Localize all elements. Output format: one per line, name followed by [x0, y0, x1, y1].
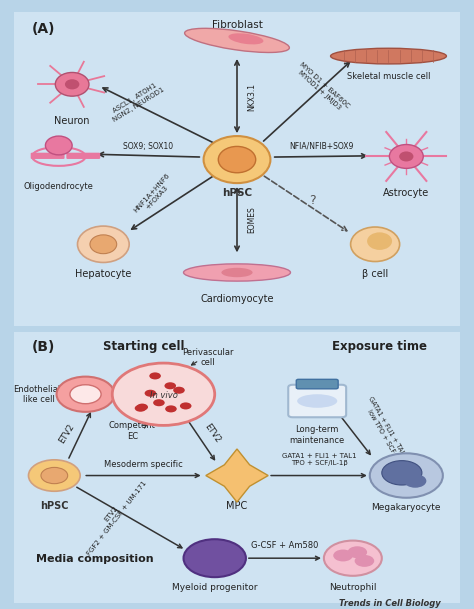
Text: Hepatocyte: Hepatocyte	[75, 269, 131, 280]
Circle shape	[367, 233, 392, 250]
Circle shape	[77, 226, 129, 262]
Circle shape	[153, 400, 165, 406]
Text: Cardiomyocyte: Cardiomyocyte	[200, 295, 274, 304]
Circle shape	[70, 385, 101, 404]
Text: ASCL1, ATOH1
NGN2, NEUROD1: ASCL1, ATOH1 NGN2, NEUROD1	[108, 80, 165, 123]
Text: MPC: MPC	[227, 501, 247, 512]
Text: (B): (B)	[32, 340, 55, 354]
Circle shape	[370, 453, 443, 498]
Text: ETV2: ETV2	[203, 422, 222, 445]
Text: ETV2
FGF2 + GM-CSF + UM-171: ETV2 FGF2 + GM-CSF + UM-171	[81, 476, 148, 557]
Text: Exposure time: Exposure time	[332, 340, 427, 353]
Ellipse shape	[297, 394, 337, 408]
Circle shape	[173, 387, 185, 394]
Circle shape	[135, 405, 146, 412]
Text: hPSC: hPSC	[222, 188, 252, 198]
Text: Competent
EC: Competent EC	[109, 421, 156, 440]
Text: SOX9; SOX10: SOX9; SOX10	[123, 142, 173, 151]
Circle shape	[183, 539, 246, 577]
Text: β cell: β cell	[362, 269, 388, 280]
Circle shape	[382, 460, 422, 485]
Ellipse shape	[221, 268, 253, 277]
Ellipse shape	[185, 29, 289, 52]
Circle shape	[137, 404, 148, 410]
Circle shape	[112, 363, 215, 426]
Circle shape	[56, 376, 114, 412]
Text: GATA1 + FLI1 + TAL1
low TPO + SCF: GATA1 + FLI1 + TAL1 low TPO + SCF	[361, 396, 407, 463]
Text: ETV2: ETV2	[57, 422, 76, 445]
Circle shape	[55, 72, 89, 96]
Text: Trends in Cell Biology: Trends in Cell Biology	[339, 599, 441, 608]
Text: Endothelial-
like cell: Endothelial- like cell	[14, 384, 64, 404]
Circle shape	[347, 546, 367, 558]
Circle shape	[46, 136, 72, 155]
Text: Astrocyte: Astrocyte	[383, 188, 429, 198]
Circle shape	[203, 136, 270, 183]
Ellipse shape	[228, 33, 264, 44]
Text: MYO D1 + BAF60C
MYOD1 + JMJD3: MYO D1 + BAF60C MYOD1 + JMJD3	[293, 61, 350, 114]
Text: Neuron: Neuron	[55, 116, 90, 125]
Circle shape	[333, 549, 353, 561]
Text: Starting cell: Starting cell	[103, 340, 184, 353]
Circle shape	[65, 79, 79, 90]
Text: Skeletal muscle cell: Skeletal muscle cell	[347, 72, 430, 81]
Text: Mesoderm specific: Mesoderm specific	[104, 460, 183, 469]
Circle shape	[355, 555, 374, 567]
Text: hPSC: hPSC	[40, 501, 69, 512]
Circle shape	[28, 460, 80, 491]
FancyBboxPatch shape	[10, 329, 464, 605]
Circle shape	[90, 235, 117, 254]
Circle shape	[165, 406, 177, 412]
Text: NKX3.1: NKX3.1	[247, 83, 256, 111]
Text: Myeloid progenitor: Myeloid progenitor	[172, 583, 257, 591]
Text: In vivo: In vivo	[149, 391, 177, 400]
Text: (A): (A)	[32, 21, 55, 35]
Text: GATA1 + FLI1 + TAL1
TPO + SCF/IL-1β: GATA1 + FLI1 + TAL1 TPO + SCF/IL-1β	[282, 453, 357, 466]
Circle shape	[351, 227, 400, 261]
Text: Oligodendrocyte: Oligodendrocyte	[24, 181, 94, 191]
Circle shape	[149, 372, 161, 379]
Text: ?: ?	[310, 194, 316, 207]
Circle shape	[404, 474, 426, 488]
Text: Long-term
maintenance: Long-term maintenance	[290, 426, 345, 445]
Text: NFIA/NFIB+SOX9: NFIA/NFIB+SOX9	[290, 142, 354, 151]
Circle shape	[145, 390, 156, 396]
Text: EOMES: EOMES	[247, 206, 256, 233]
Text: Media composition: Media composition	[36, 554, 153, 564]
Text: Megakaryocyte: Megakaryocyte	[372, 502, 441, 512]
FancyBboxPatch shape	[66, 153, 100, 159]
Text: Perivascular
cell: Perivascular cell	[182, 348, 234, 367]
Polygon shape	[206, 449, 268, 502]
Circle shape	[219, 146, 255, 173]
FancyBboxPatch shape	[288, 385, 346, 417]
Circle shape	[399, 152, 413, 161]
Text: Neutrophil: Neutrophil	[329, 583, 377, 591]
Text: Fibroblast: Fibroblast	[211, 20, 263, 30]
Circle shape	[389, 144, 423, 168]
FancyBboxPatch shape	[10, 9, 464, 329]
Text: G-CSF + Am580: G-CSF + Am580	[251, 541, 319, 550]
Ellipse shape	[330, 48, 447, 64]
Circle shape	[324, 541, 382, 576]
Ellipse shape	[183, 264, 291, 281]
FancyBboxPatch shape	[31, 153, 64, 159]
Circle shape	[41, 468, 68, 484]
Circle shape	[164, 382, 176, 389]
Text: HNF1A+HNF6
+FOXA3: HNF1A+HNF6 +FOXA3	[133, 172, 176, 219]
Circle shape	[180, 403, 191, 409]
FancyBboxPatch shape	[296, 379, 338, 389]
